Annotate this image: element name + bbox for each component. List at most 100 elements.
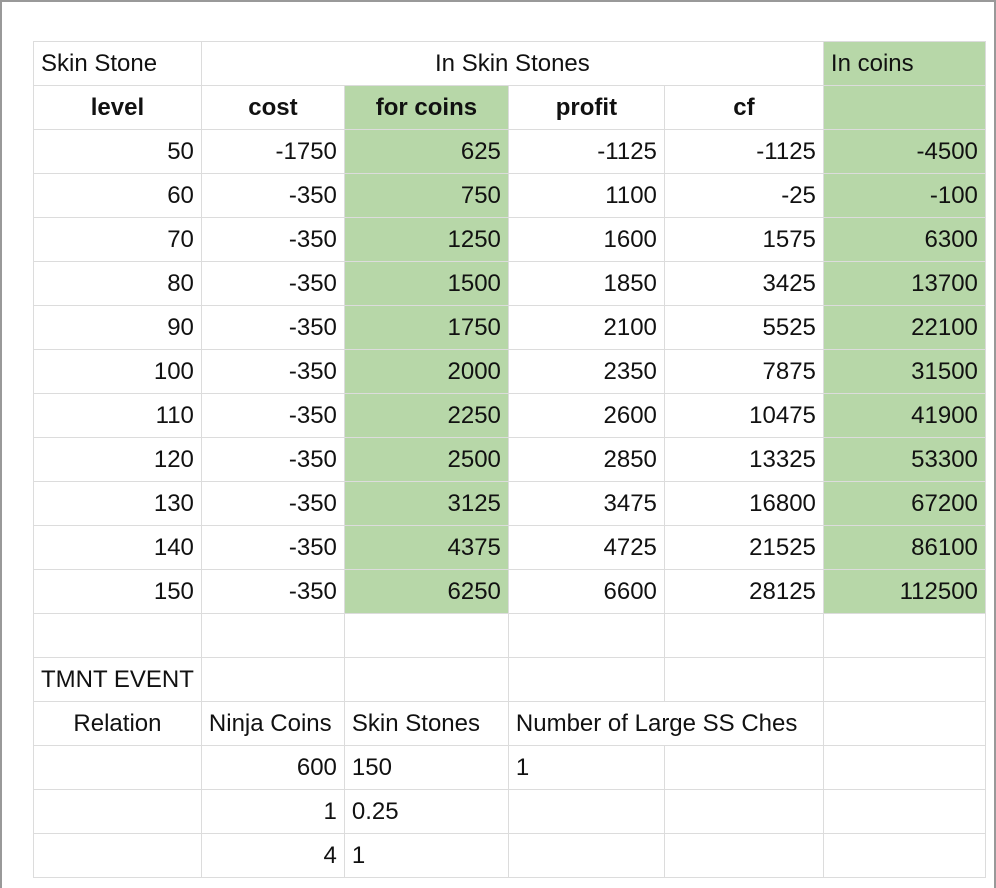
- cell-profit[interactable]: 2350: [507, 349, 665, 394]
- cell-in-coins[interactable]: In coins: [822, 41, 986, 86]
- cell-cost[interactable]: -350: [200, 525, 345, 570]
- cell-in-coins[interactable]: 53300: [822, 437, 986, 482]
- cell-for-coins[interactable]: 750: [343, 173, 509, 218]
- cell-for-coins[interactable]: 1250: [343, 217, 509, 262]
- cell-level[interactable]: 120: [33, 437, 202, 482]
- cell-in-coins[interactable]: 67200: [822, 481, 986, 526]
- cell-cf[interactable]: 5525: [663, 305, 824, 350]
- blank-cell[interactable]: [822, 657, 986, 702]
- cell-in-coins[interactable]: 22100: [822, 305, 986, 350]
- cell-cost[interactable]: -350: [200, 261, 345, 306]
- cell-in-coins[interactable]: 41900: [822, 393, 986, 438]
- cell-ninja-coins[interactable]: 600: [200, 745, 345, 790]
- cell-cf[interactable]: 10475: [663, 393, 824, 438]
- cell-profit[interactable]: 4725: [507, 525, 665, 570]
- cell-cf[interactable]: -25: [663, 173, 824, 218]
- cell-for-coins[interactable]: 4375: [343, 525, 509, 570]
- cell-cost[interactable]: -350: [200, 437, 345, 482]
- cell-cf[interactable]: 7875: [663, 349, 824, 394]
- cell-in-skin-stones[interactable]: In Skin Stones: [200, 41, 824, 86]
- cell-for-coins[interactable]: 1500: [343, 261, 509, 306]
- cell-ninja-coins[interactable]: 1: [200, 789, 345, 834]
- blank-cell[interactable]: [663, 657, 824, 702]
- col-header-cost[interactable]: cost: [200, 85, 345, 130]
- cell-for-coins[interactable]: 2250: [343, 393, 509, 438]
- blank-cell[interactable]: [822, 789, 986, 834]
- blank-cell[interactable]: [663, 789, 824, 834]
- cell-cf[interactable]: 3425: [663, 261, 824, 306]
- cell-cf[interactable]: 28125: [663, 569, 824, 614]
- cell-cost[interactable]: -350: [200, 305, 345, 350]
- col-header-level[interactable]: level: [33, 85, 202, 130]
- cell-for-coins[interactable]: 2000: [343, 349, 509, 394]
- cell-cf[interactable]: 21525: [663, 525, 824, 570]
- event-header-ninja-coins[interactable]: Ninja Coins: [200, 701, 345, 746]
- cell-for-coins[interactable]: 3125: [343, 481, 509, 526]
- cell-cost[interactable]: -350: [200, 217, 345, 262]
- cell-cost[interactable]: -350: [200, 173, 345, 218]
- cell-in-coins[interactable]: -4500: [822, 129, 986, 174]
- event-header-skin-stones[interactable]: Skin Stones: [343, 701, 509, 746]
- cell-in-coins[interactable]: 6300: [822, 217, 986, 262]
- col-header-in-coins-empty[interactable]: [822, 85, 986, 130]
- cell-level[interactable]: 50: [33, 129, 202, 174]
- cell-cost[interactable]: -1750: [200, 129, 345, 174]
- cell-level[interactable]: 70: [33, 217, 202, 262]
- blank-cell[interactable]: [507, 657, 665, 702]
- blank-cell[interactable]: [200, 613, 345, 658]
- cell-cost[interactable]: -350: [200, 569, 345, 614]
- cell-level[interactable]: 80: [33, 261, 202, 306]
- cell-cost[interactable]: -350: [200, 393, 345, 438]
- blank-cell[interactable]: [822, 833, 986, 878]
- cell-relation[interactable]: [33, 789, 202, 834]
- cell-cf[interactable]: 16800: [663, 481, 824, 526]
- cell-in-coins[interactable]: -100: [822, 173, 986, 218]
- cell-level[interactable]: 90: [33, 305, 202, 350]
- cell-large-ss-chests[interactable]: [507, 833, 665, 878]
- col-header-for-coins[interactable]: for coins: [343, 85, 509, 130]
- cell-cost[interactable]: -350: [200, 481, 345, 526]
- cell-skin-stones[interactable]: 1: [343, 833, 509, 878]
- blank-cell[interactable]: [822, 701, 986, 746]
- cell-profit[interactable]: 3475: [507, 481, 665, 526]
- cell-profit[interactable]: 1100: [507, 173, 665, 218]
- cell-relation[interactable]: [33, 833, 202, 878]
- cell-cf[interactable]: 1575: [663, 217, 824, 262]
- cell-level[interactable]: 60: [33, 173, 202, 218]
- event-header-large-ss-chests[interactable]: Number of Large SS Ches: [507, 701, 824, 746]
- cell-in-coins[interactable]: 31500: [822, 349, 986, 394]
- blank-cell[interactable]: [663, 613, 824, 658]
- cell-cost[interactable]: -350: [200, 349, 345, 394]
- cell-for-coins[interactable]: 625: [343, 129, 509, 174]
- cell-cf[interactable]: -1125: [663, 129, 824, 174]
- event-title[interactable]: TMNT EVENT: [33, 657, 202, 702]
- cell-large-ss-chests[interactable]: 1: [507, 745, 665, 790]
- cell-profit[interactable]: -1125: [507, 129, 665, 174]
- cell-skin-stone[interactable]: Skin Stone: [33, 41, 202, 86]
- cell-large-ss-chests[interactable]: [507, 789, 665, 834]
- cell-level[interactable]: 150: [33, 569, 202, 614]
- blank-cell[interactable]: [33, 613, 202, 658]
- blank-cell[interactable]: [200, 657, 345, 702]
- blank-cell[interactable]: [822, 745, 986, 790]
- col-header-cf[interactable]: cf: [663, 85, 824, 130]
- cell-level[interactable]: 130: [33, 481, 202, 526]
- col-header-profit[interactable]: profit: [507, 85, 665, 130]
- cell-profit[interactable]: 6600: [507, 569, 665, 614]
- cell-in-coins[interactable]: 13700: [822, 261, 986, 306]
- cell-level[interactable]: 100: [33, 349, 202, 394]
- cell-profit[interactable]: 1850: [507, 261, 665, 306]
- cell-skin-stones[interactable]: 150: [343, 745, 509, 790]
- cell-profit[interactable]: 2850: [507, 437, 665, 482]
- cell-skin-stones[interactable]: 0.25: [343, 789, 509, 834]
- blank-cell[interactable]: [343, 657, 509, 702]
- cell-profit[interactable]: 2600: [507, 393, 665, 438]
- cell-relation[interactable]: [33, 745, 202, 790]
- blank-cell[interactable]: [663, 833, 824, 878]
- event-header-relation[interactable]: Relation: [33, 701, 202, 746]
- cell-level[interactable]: 140: [33, 525, 202, 570]
- cell-ninja-coins[interactable]: 4: [200, 833, 345, 878]
- cell-cf[interactable]: 13325: [663, 437, 824, 482]
- cell-for-coins[interactable]: 6250: [343, 569, 509, 614]
- cell-for-coins[interactable]: 1750: [343, 305, 509, 350]
